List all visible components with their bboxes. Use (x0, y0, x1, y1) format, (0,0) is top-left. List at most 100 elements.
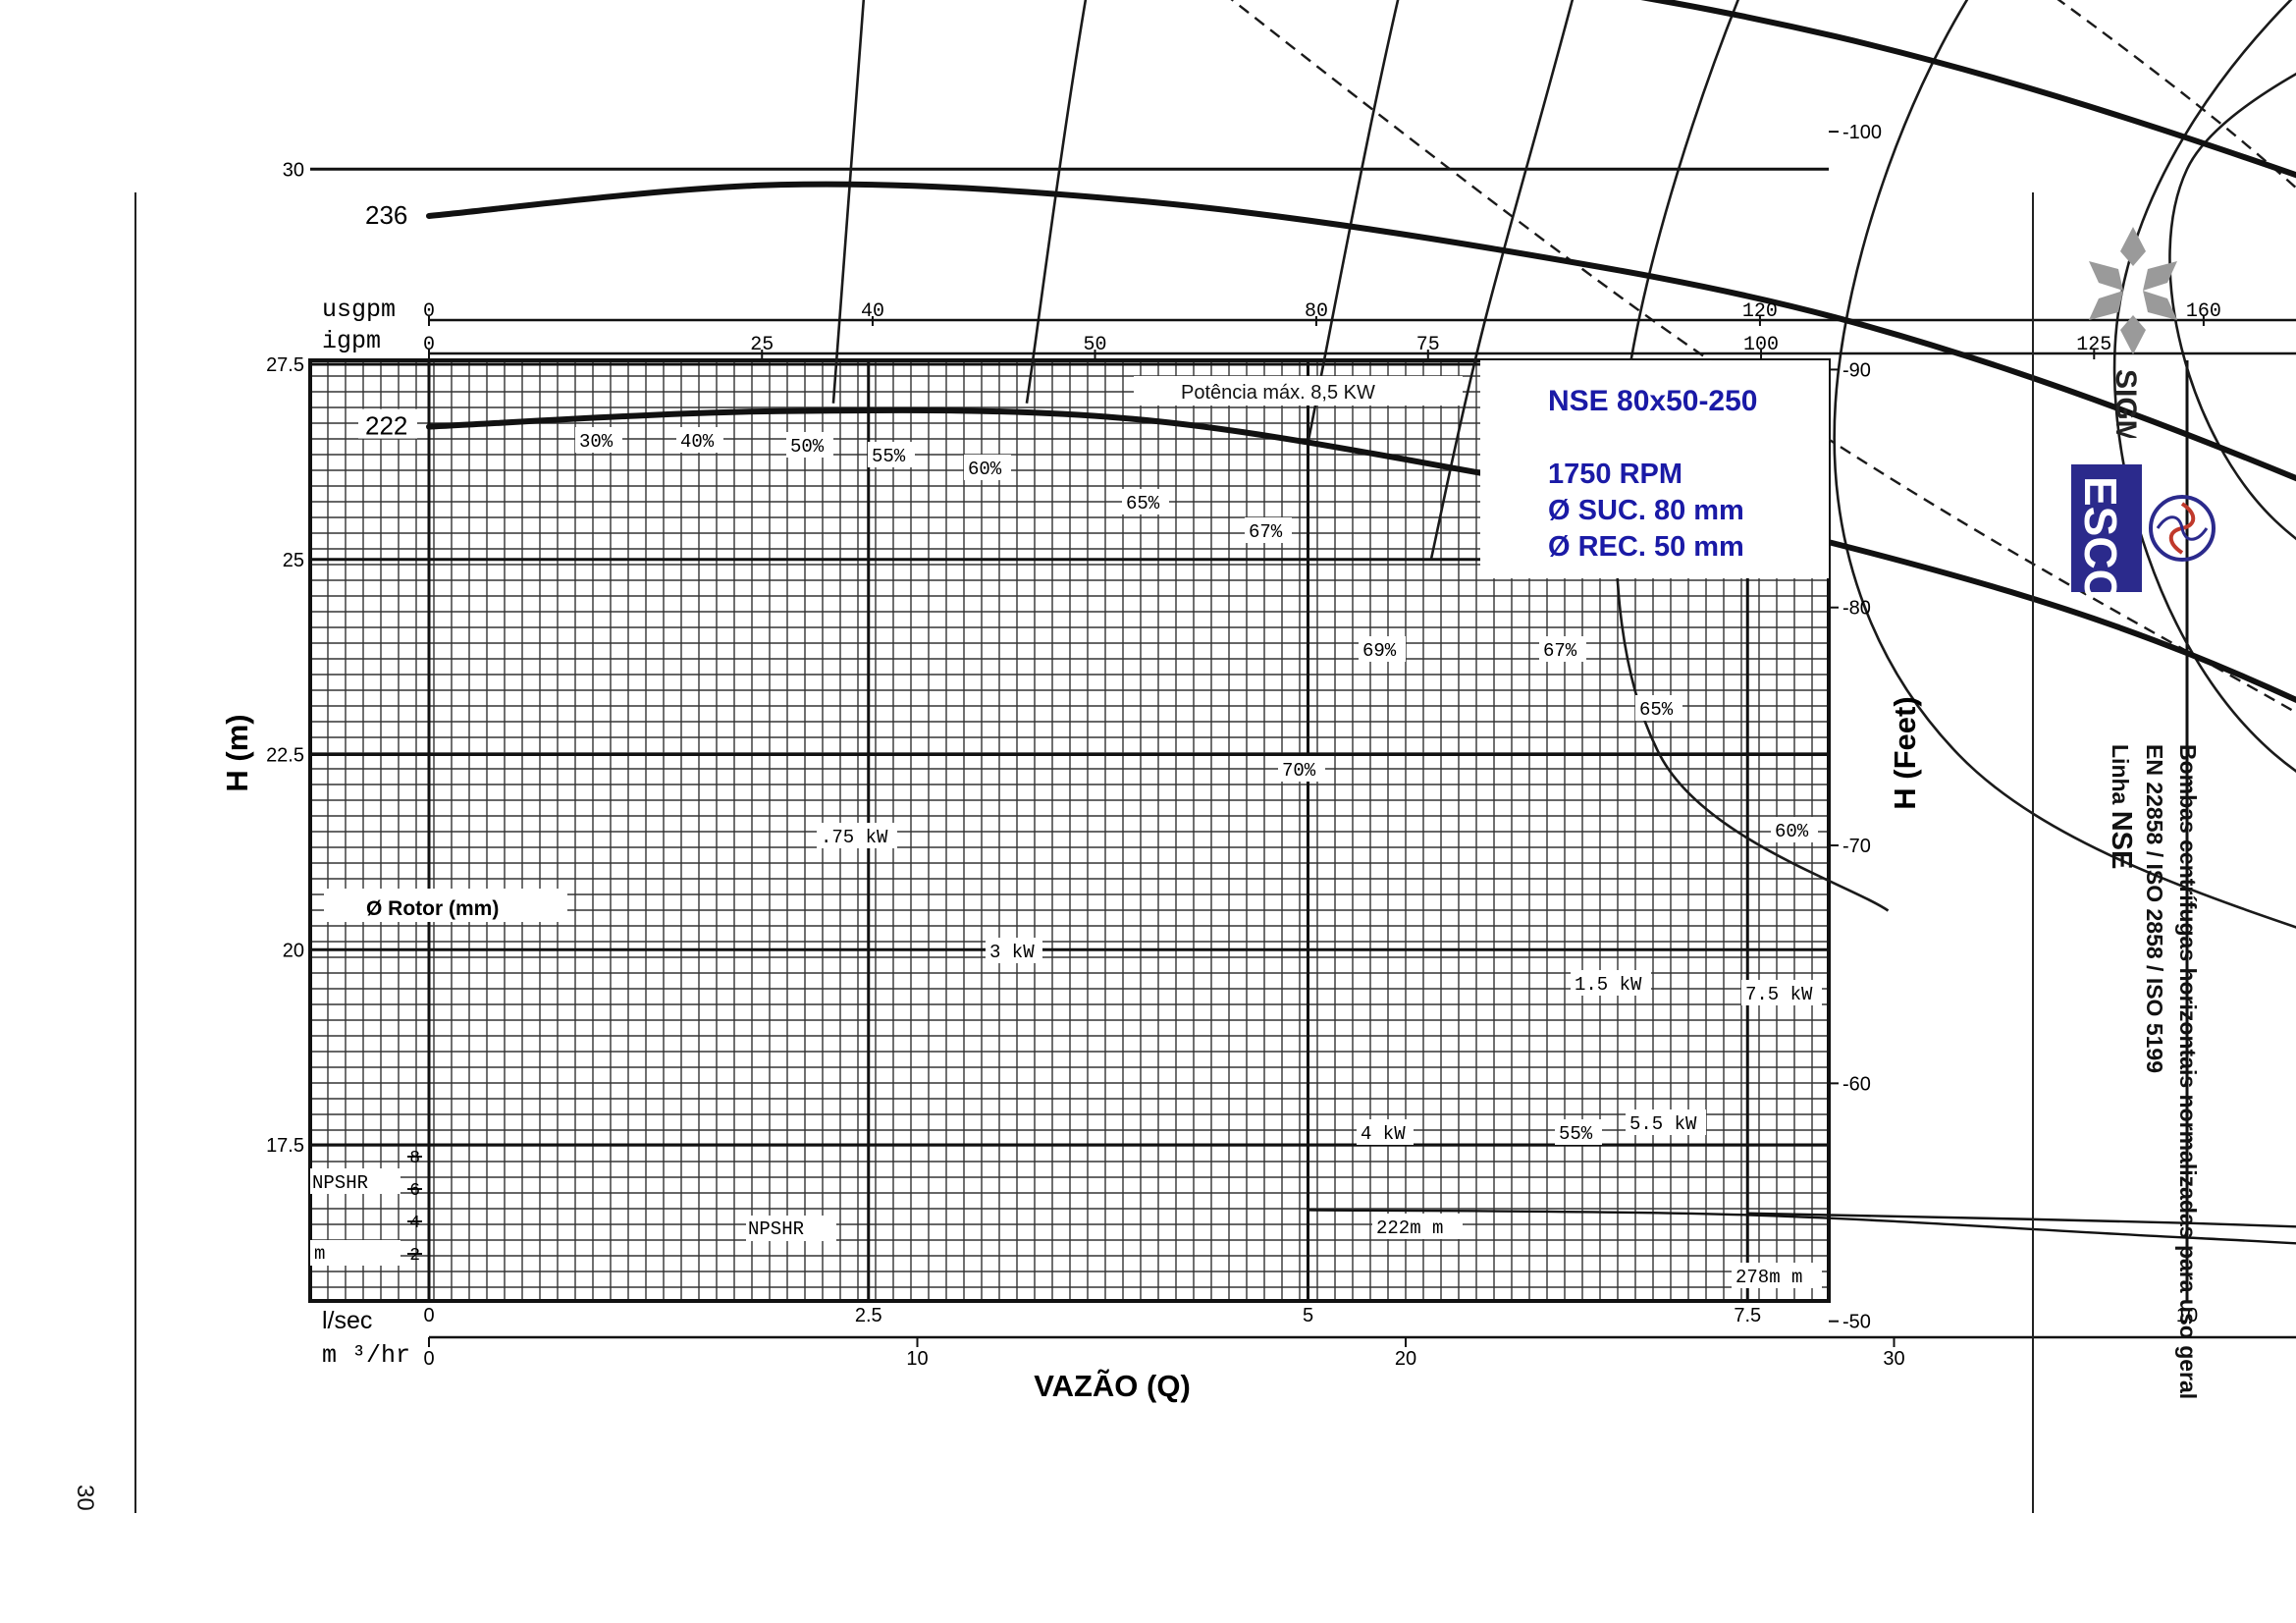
efficiency-curve (1833, 0, 2296, 929)
feet-tick-label: -90 (1842, 359, 1871, 381)
efficiency-curve (1025, 0, 1088, 404)
npshr-axis-label: NPSHR (312, 1172, 368, 1194)
igpm-tick-label: 100 (1743, 334, 1779, 356)
power-line (1230, 0, 2296, 715)
npshr-curve-label: 278m m (1735, 1267, 1802, 1288)
igpm-tick-label: 25 (750, 334, 774, 356)
x-tick-label: 5 (1303, 1305, 1313, 1326)
power-label-bg (817, 823, 897, 848)
usgpm-tick-label: 80 (1305, 300, 1328, 323)
feet-tick-label: -80 (1842, 598, 1871, 620)
efficiency-label: 30% (579, 431, 614, 453)
efficiency-label-bg (1359, 636, 1406, 662)
npshr-tick-label: 2 (409, 1246, 420, 1266)
chart-labels: 02.557.51012.51517.520010203040506070040… (266, 0, 2296, 1370)
npshr-unit-label: m (314, 1243, 325, 1265)
max-power-label: Potência máx. 8,5 KW (1181, 382, 1375, 404)
npshr-curve-label: 222m m (1376, 1217, 1443, 1239)
efficiency-label-bg (868, 442, 915, 467)
rotor-label-bg (358, 197, 417, 228)
y-tick-label: 22.5 (266, 745, 304, 767)
npshr-center-label: NPSHR (748, 1218, 804, 1240)
efficiency-label-bg (1278, 756, 1325, 782)
efficiency-label-bg (676, 427, 723, 453)
efficiency-label: 55% (872, 446, 906, 467)
x-tick-label: 2.5 (855, 1305, 882, 1326)
power-label-bg (1741, 980, 1822, 1005)
rpm-label: 1750 RPM (1548, 459, 1682, 490)
power-label-bg (1357, 1119, 1414, 1145)
y-tick-label: 27.5 (266, 354, 304, 376)
efficiency-label-bg (1635, 695, 1682, 721)
m3hr-tick-label: 0 (423, 1348, 434, 1370)
lsec-unit-label: l/sec (322, 1307, 372, 1334)
x-tick-label: 0 (423, 1305, 434, 1326)
efficiency-label: 50% (790, 436, 825, 458)
y-tick-label: 20 (283, 940, 304, 961)
usgpm-tick-label: 120 (1742, 300, 1778, 323)
efficiency-label-bg (1122, 489, 1169, 514)
m3hr-tick-label: 20 (1395, 1348, 1416, 1370)
efficiency-label-bg (964, 455, 1011, 480)
usgpm-unit-label: usgpm (322, 296, 396, 324)
x-tick-label: 7.5 (1734, 1305, 1761, 1326)
m3hr-unit-label: m ³/hr (322, 1341, 410, 1370)
rotor-diameter-label: Ø Rotor (mm) (366, 897, 499, 920)
side-caption-line3-prefix: Linha (2108, 744, 2133, 805)
svg-text:SIGMA: SIGMA (2109, 369, 2142, 438)
usgpm-tick-label: 160 (2186, 300, 2221, 323)
power-label-bg (1571, 970, 1651, 996)
x-axis-title: VAZÃO (Q) (1034, 1369, 1191, 1403)
series-name: NSE (2106, 810, 2137, 870)
igpm-unit-label: igpm (322, 327, 381, 355)
efficiency-label-bg (1555, 1119, 1602, 1145)
rotor-label: 250 (365, 0, 407, 3)
efficiency-label: 65% (1126, 493, 1160, 514)
npshr-curve-label-bg (1732, 1263, 1822, 1288)
rotor-curve-222 (426, 406, 2296, 704)
model-label: NSE 80x50-250 (1548, 385, 1758, 417)
rotor-label-bg (358, 0, 417, 2)
igpm-tick-label: 50 (1084, 334, 1107, 356)
power-label: 7.5 kW (1745, 984, 1813, 1005)
efficiency-label: 67% (1249, 521, 1283, 543)
power-line (2275, 0, 2296, 716)
usgpm-tick-label: 0 (423, 300, 435, 323)
igpm-tick-label: 0 (423, 334, 435, 356)
efficiency-label-bg (1539, 636, 1586, 662)
efficiency-curve (1614, 0, 1890, 912)
efficiency-label-bg (575, 427, 622, 453)
feet-tick-label: -100 (1842, 122, 1882, 143)
efficiency-label: 60% (1775, 821, 1809, 842)
feet-tick-label: -50 (1842, 1312, 1871, 1333)
discharge-label: Ø REC. 50 mm (1548, 531, 1744, 563)
max-power-box (1134, 376, 1463, 406)
efficiency-label-bg (1771, 817, 1818, 842)
npshr-curve (1747, 1212, 2296, 1228)
efficiency-label-bg (786, 432, 833, 458)
power-label: 1.5 kW (1575, 974, 1642, 996)
sigma-logo: SIGMA (2089, 227, 2177, 438)
power-label-bg (1626, 1109, 1706, 1135)
usgpm-tick-label: 40 (861, 300, 884, 323)
rotor-curve-250 (1640, 0, 2296, 179)
side-caption-line3: Linha NSE (2104, 744, 2138, 1399)
efficiency-curve (2168, 72, 2296, 541)
power-label: 4 kW (1361, 1123, 1406, 1145)
y-axis-title-right: H (Feet) (1888, 696, 1922, 809)
rotor-label: 236 (365, 200, 407, 230)
igpm-tick-label: 75 (1416, 334, 1440, 356)
npshr-curves (1308, 1209, 2296, 1245)
efficiency-label: 70% (1282, 760, 1316, 782)
efficiency-curve (831, 0, 866, 404)
m3hr-tick-label: 30 (1883, 1348, 1904, 1370)
info-box (1480, 360, 1829, 578)
efficiency-label: 65% (1639, 699, 1674, 721)
y-tick-label: 25 (283, 550, 304, 571)
efficiency-label: 40% (680, 431, 715, 453)
rotor-label-bg (358, 408, 417, 439)
plot-frame (308, 358, 1831, 1303)
suction-label: Ø SUC. 80 mm (1548, 495, 1744, 526)
side-caption: Bombas centrífugas horizontais normaliza… (2104, 744, 2205, 1399)
